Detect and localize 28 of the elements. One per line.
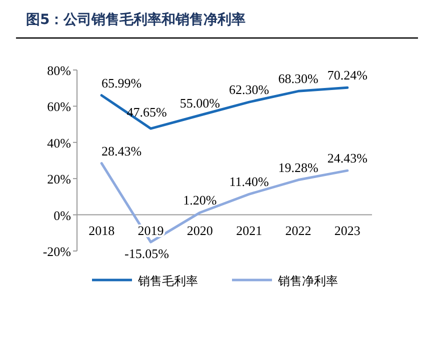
data-label: 70.24%	[327, 68, 368, 83]
data-label: 28.43%	[102, 143, 142, 158]
data-label: 24.43%	[327, 150, 368, 166]
data-label: 11.40%	[229, 174, 270, 190]
y-tick-label: 0%	[54, 208, 72, 223]
x-tick-label: 2021	[236, 222, 262, 238]
y-tick-label: -20%	[42, 244, 72, 259]
data-label: 47.65%	[126, 104, 167, 120]
data-label: -15.05%	[124, 246, 170, 262]
y-tick-label: 20%	[47, 172, 72, 187]
y-tick-label: 60%	[47, 99, 72, 114]
line-series	[100, 86, 349, 130]
x-tick-label: 2019	[138, 222, 164, 238]
data-label: 19.28%	[278, 160, 318, 175]
x-tick-label: 2018	[88, 222, 115, 238]
y-tick-label: 80%	[47, 63, 72, 78]
x-tick-label: 2022	[285, 222, 312, 238]
data-label: 1.20%	[183, 192, 217, 208]
legend-label: 销售毛利率	[137, 274, 198, 288]
x-tick-label: 2020	[186, 222, 213, 238]
chart-title: 图5：公司销售毛利率和销售净利率	[26, 11, 246, 28]
y-tick-label: 40%	[47, 135, 72, 150]
data-label: 68.30%	[278, 71, 318, 86]
legend-label: 销售净利率	[277, 274, 338, 288]
data-label: 55.00%	[180, 95, 220, 110]
data-label: 65.99%	[102, 75, 142, 90]
x-tick-label: 2023	[334, 222, 360, 238]
data-label: 62.30%	[229, 82, 270, 98]
